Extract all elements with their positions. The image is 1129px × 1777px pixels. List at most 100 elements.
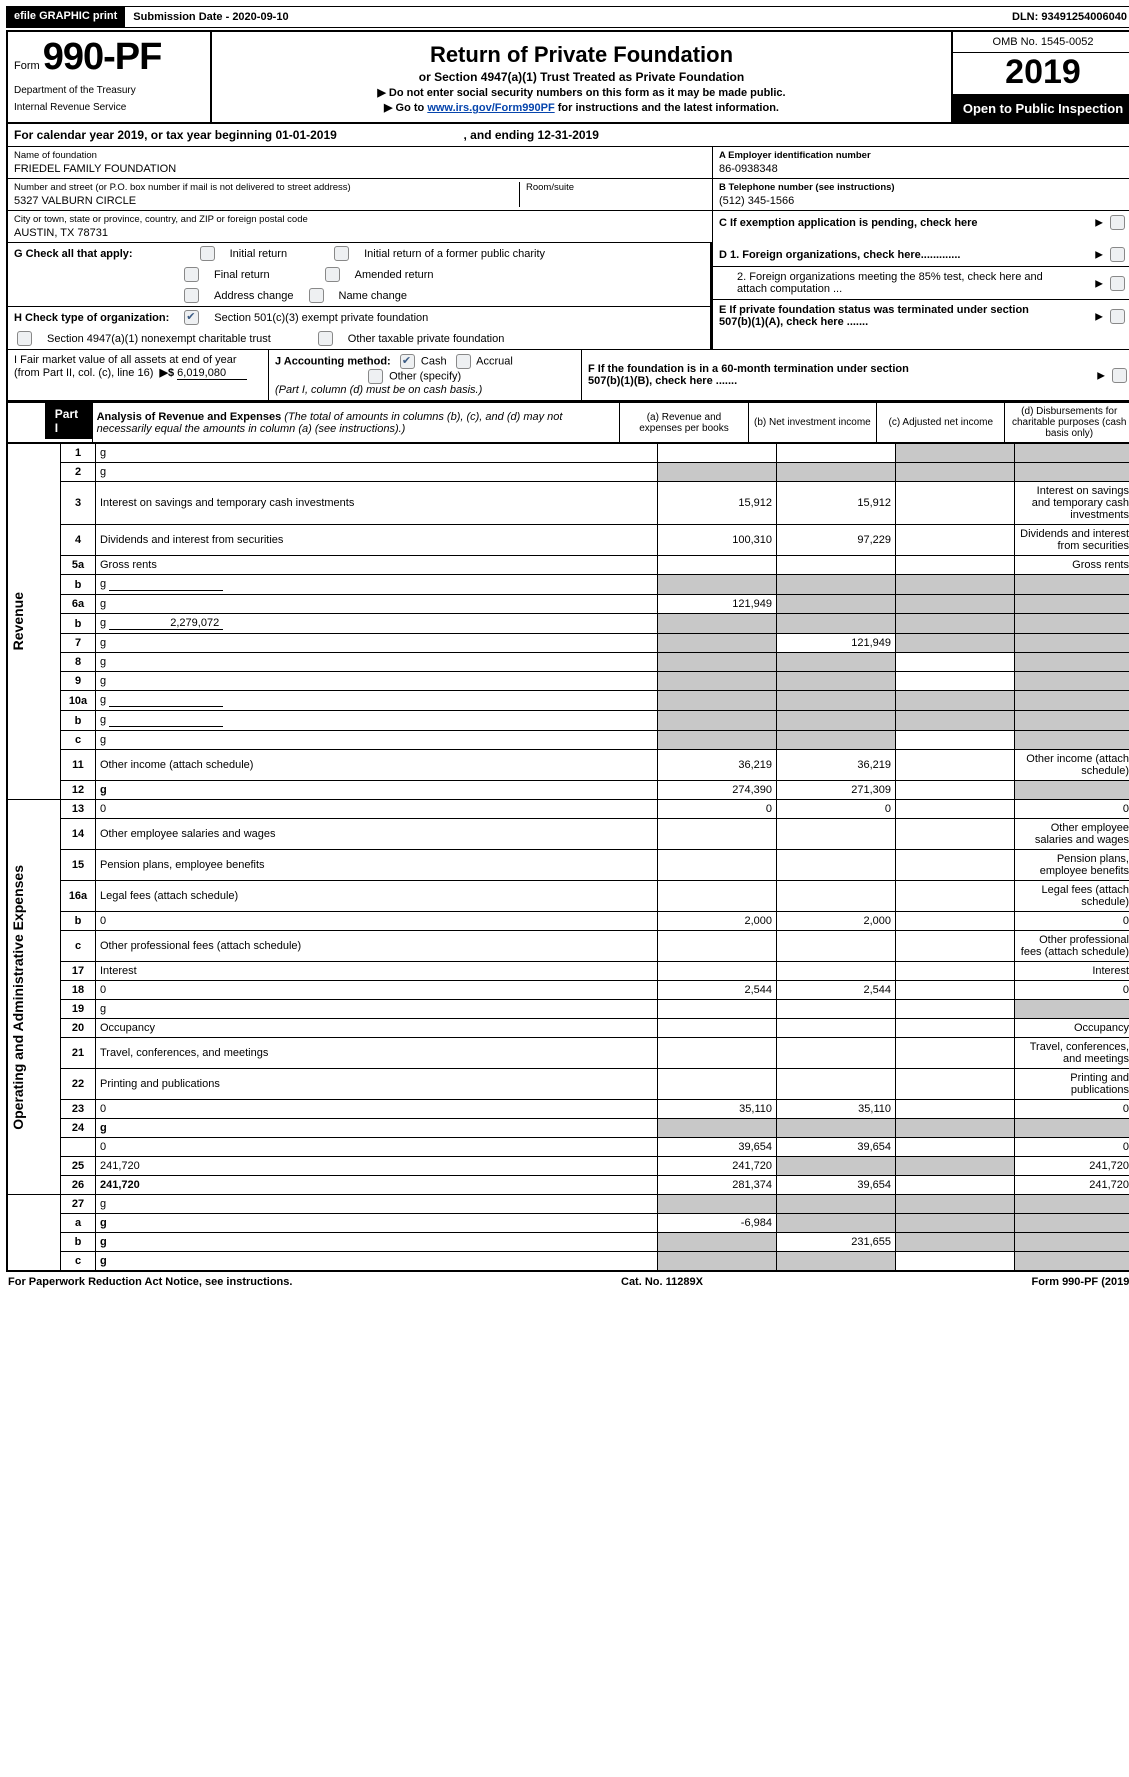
street-address: 5327 VALBURN CIRCLE xyxy=(14,193,519,207)
room-label: Room/suite xyxy=(526,182,706,193)
form-ref: Form 990-PF (2019) xyxy=(1032,1276,1129,1288)
amended-return-cb[interactable] xyxy=(325,267,340,282)
name-change-cb[interactable] xyxy=(309,288,324,303)
table-row: 22Printing and publicationsPrinting and … xyxy=(7,1069,1129,1100)
cat-number: Cat. No. 11289X xyxy=(621,1276,703,1288)
f-checkbox[interactable] xyxy=(1112,368,1127,383)
j-label: J Accounting method: xyxy=(275,355,391,367)
table-row: 7g121,949 xyxy=(7,634,1129,653)
cash-cb[interactable] xyxy=(400,354,415,369)
table-row: 17InterestInterest xyxy=(7,962,1129,981)
table-row: 2g xyxy=(7,463,1129,482)
g-label: G Check all that apply: xyxy=(14,248,133,260)
col-a-hdr: (a) Revenue and expenses per books xyxy=(620,403,748,443)
ssn-warning: ▶ Do not enter social security numbers o… xyxy=(218,86,945,99)
j-note: (Part I, column (d) must be on cash basi… xyxy=(275,384,482,396)
city-label: City or town, state or province, country… xyxy=(14,214,706,225)
table-row: 1802,5442,5440 xyxy=(7,981,1129,1000)
table-row: 20OccupancyOccupancy xyxy=(7,1019,1129,1038)
table-row: ag-6,984 xyxy=(7,1214,1129,1233)
table-row: 23035,11035,1100 xyxy=(7,1100,1129,1119)
table-row: 5aGross rentsGross rents xyxy=(7,556,1129,575)
table-row: 25241,720241,720241,720 xyxy=(7,1157,1129,1176)
dept-treasury: Department of the Treasury xyxy=(14,85,204,96)
part1-header-table: Part I Analysis of Revenue and Expenses … xyxy=(6,402,1129,443)
form-word: Form xyxy=(14,60,40,72)
open-to-public: Open to Public Inspection xyxy=(953,95,1129,122)
table-row: Operating and Administrative Expenses130… xyxy=(7,800,1129,819)
e-label: E If private foundation status was termi… xyxy=(719,304,1029,328)
identity-block: Name of foundation FRIEDEL FAMILY FOUNDA… xyxy=(6,147,1129,243)
f-label: F If the foundation is in a 60-month ter… xyxy=(588,363,909,387)
ein-label: A Employer identification number xyxy=(719,150,1127,161)
table-row: 4Dividends and interest from securities1… xyxy=(7,525,1129,556)
c-exemption: C If exemption application is pending, c… xyxy=(719,217,978,229)
table-row: cg xyxy=(7,1252,1129,1272)
table-row: cOther professional fees (attach schedul… xyxy=(7,931,1129,962)
dln: DLN: 93491254006040 xyxy=(1004,6,1129,28)
table-row: 19g xyxy=(7,1000,1129,1019)
address-label: Number and street (or P.O. box number if… xyxy=(14,182,519,193)
table-row: bg231,655 xyxy=(7,1233,1129,1252)
part1-tag: Part I xyxy=(45,403,92,439)
table-row: 6ag121,949 xyxy=(7,595,1129,614)
i-j-f-row: I Fair market value of all assets at end… xyxy=(6,350,1129,402)
c-checkbox[interactable] xyxy=(1110,215,1125,230)
e-checkbox[interactable] xyxy=(1110,309,1125,324)
col-d-hdr: (d) Disbursements for charitable purpose… xyxy=(1005,403,1129,443)
d1-label: D 1. Foreign organizations, check here..… xyxy=(719,249,960,261)
final-return-cb[interactable] xyxy=(184,267,199,282)
table-row: 11Other income (attach schedule)36,21936… xyxy=(7,750,1129,781)
table-row: 14Other employee salaries and wagesOther… xyxy=(7,819,1129,850)
section-label: Revenue xyxy=(8,588,28,654)
table-row: 26241,720281,37439,654241,720 xyxy=(7,1176,1129,1195)
irs-link[interactable]: www.irs.gov/Form990PF xyxy=(427,102,554,114)
g-d-block: G Check all that apply: Initial return I… xyxy=(6,243,1129,350)
foundation-name: FRIEDEL FAMILY FOUNDATION xyxy=(14,161,706,175)
table-row: 24g xyxy=(7,1119,1129,1138)
table-row: bg 2,279,072 xyxy=(7,614,1129,634)
calendar-year-row: For calendar year 2019, or tax year begi… xyxy=(6,124,1129,147)
d2-checkbox[interactable] xyxy=(1110,276,1125,291)
table-row: Revenue1g xyxy=(7,444,1129,463)
efile-label: efile GRAPHIC print xyxy=(6,6,125,28)
initial-former-cb[interactable] xyxy=(334,246,349,261)
col-c-hdr: (c) Adjusted net income xyxy=(877,403,1005,443)
phone-label: B Telephone number (see instructions) xyxy=(719,182,1127,193)
top-bar: efile GRAPHIC print Submission Date - 20… xyxy=(6,6,1129,28)
form-title: Return of Private Foundation xyxy=(218,42,945,68)
city-state-zip: AUSTIN, TX 78731 xyxy=(14,225,706,239)
table-row: 15Pension plans, employee benefitsPensio… xyxy=(7,850,1129,881)
section-label: Operating and Administrative Expenses xyxy=(8,861,28,1134)
address-change-cb[interactable] xyxy=(184,288,199,303)
d1-checkbox[interactable] xyxy=(1110,247,1125,262)
table-row: 21Travel, conferences, and meetingsTrave… xyxy=(7,1038,1129,1069)
table-row: cg xyxy=(7,731,1129,750)
submission-date: Submission Date - 2020-09-10 xyxy=(125,6,296,28)
tax-year: 2019 xyxy=(953,53,1129,95)
col-b-hdr: (b) Net investment income xyxy=(748,403,876,443)
name-label: Name of foundation xyxy=(14,150,706,161)
501c3-cb[interactable] xyxy=(184,310,199,325)
4947-cb[interactable] xyxy=(17,331,32,346)
ein-value: 86-0938348 xyxy=(719,161,1127,175)
d2-label: 2. Foreign organizations meeting the 85%… xyxy=(719,271,1057,295)
other-taxable-cb[interactable] xyxy=(318,331,333,346)
part1-title: Analysis of Revenue and Expenses xyxy=(97,411,282,423)
other-method-cb[interactable] xyxy=(368,369,383,384)
table-row: 3Interest on savings and temporary cash … xyxy=(7,482,1129,525)
accrual-cb[interactable] xyxy=(456,354,471,369)
table-row: 12g274,390271,309 xyxy=(7,781,1129,800)
part1-main-table: Revenue1g2g3Interest on savings and temp… xyxy=(6,443,1129,1272)
table-row: b02,0002,0000 xyxy=(7,912,1129,931)
omb-number: OMB No. 1545-0052 xyxy=(953,32,1129,53)
fmv-value: 6,019,080 xyxy=(177,367,247,380)
form-subtitle: or Section 4947(a)(1) Trust Treated as P… xyxy=(218,70,945,84)
table-row: bg xyxy=(7,575,1129,595)
table-row: 9g xyxy=(7,672,1129,691)
paperwork-notice: For Paperwork Reduction Act Notice, see … xyxy=(8,1276,292,1288)
goto-link-line: ▶ Go to www.irs.gov/Form990PF for instru… xyxy=(218,101,945,114)
initial-return-cb[interactable] xyxy=(200,246,215,261)
table-row: 8g xyxy=(7,653,1129,672)
form-number: 990-PF xyxy=(43,36,162,78)
